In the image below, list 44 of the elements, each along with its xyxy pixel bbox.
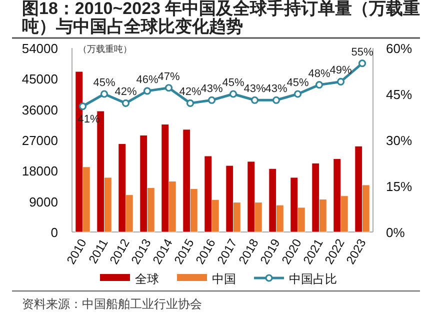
y-tick-label: 0 [50, 225, 58, 240]
point [250, 96, 259, 104]
y2-tick-label: 60% [386, 41, 412, 56]
data-label: 45% [222, 77, 244, 89]
y-tick-label: 45000 [22, 72, 58, 87]
point [143, 87, 152, 95]
point [78, 102, 87, 110]
legend-label: 中国占比 [289, 272, 337, 286]
point [272, 96, 280, 104]
data-label: 55% [351, 46, 374, 58]
data-label: 46% [136, 74, 158, 86]
data-label: 42% [114, 86, 137, 98]
point [122, 99, 130, 107]
point [315, 81, 324, 89]
data-label: 47% [158, 70, 180, 83]
point [100, 90, 108, 98]
legend-label: 全球 [135, 272, 159, 286]
point [294, 90, 302, 98]
data-label: 48% [308, 68, 330, 80]
legend-label: 中国 [212, 272, 236, 286]
y2-tick-label: 45% [386, 87, 412, 102]
point [358, 60, 366, 68]
y-tick-label: 18000 [22, 164, 58, 179]
data-label: 42% [179, 86, 202, 98]
data-label: 43% [244, 83, 266, 96]
point [208, 96, 216, 104]
data-label: 49% [330, 64, 352, 77]
point [229, 90, 238, 98]
point [186, 99, 194, 107]
point [336, 78, 345, 86]
data-label: 45% [93, 77, 116, 89]
y-tick-label: 9000 [29, 194, 58, 210]
y-tick-label: 27000 [22, 133, 58, 148]
y-tick-label: 54000 [22, 41, 58, 56]
y2-tick-label: 30% [386, 133, 412, 148]
y-axis-title: （万载重吨） [78, 44, 132, 54]
point [164, 84, 173, 92]
data-label: 43% [265, 83, 288, 96]
y-tick-label: 36000 [22, 102, 58, 118]
text: 资料来源：中国船舶工业行业协会 [22, 297, 202, 311]
y2-tick-label: 0% [386, 225, 406, 240]
data-label: 43% [200, 83, 223, 96]
data-label: 45% [286, 77, 309, 89]
y2-tick-label: 15% [386, 179, 412, 194]
